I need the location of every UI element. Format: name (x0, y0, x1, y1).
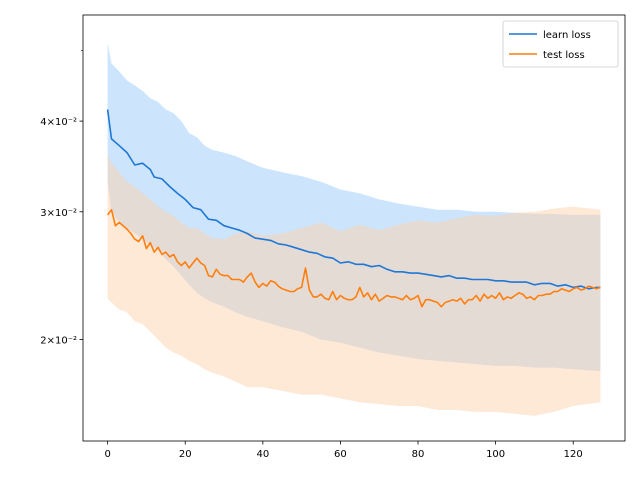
x-tick-label: 20 (179, 449, 192, 460)
x-tick-label: 80 (412, 449, 425, 460)
legend: learn loss test loss (502, 20, 619, 68)
series-line-learn-loss (106, 109, 601, 290)
x-tick-label: 100 (486, 449, 505, 460)
x-tick-label: 60 (334, 449, 347, 460)
series-line-test-loss (106, 208, 601, 308)
plot-frame (82, 14, 626, 442)
confidence-bands (107, 43, 601, 416)
x-tick-label: 0 (104, 449, 110, 460)
y-tick-label: 4×10⁻² (40, 117, 77, 128)
legend-box (502, 20, 619, 68)
x-tick-label: 120 (564, 449, 583, 460)
series-lines (106, 109, 601, 308)
x-axis: 0 20 40 60 80 100 120 (104, 441, 583, 460)
y-axis: 2×10⁻² 3×10⁻² 4×10⁻² (40, 50, 83, 347)
band-test-loss (107, 154, 601, 416)
legend-label-learn-loss: learn loss (543, 30, 591, 41)
legend-label-test-loss: test loss (543, 50, 585, 61)
x-tick-label: 40 (256, 449, 269, 460)
y-tick-label: 2×10⁻² (40, 336, 77, 347)
y-tick-label: 3×10⁻² (40, 208, 77, 219)
